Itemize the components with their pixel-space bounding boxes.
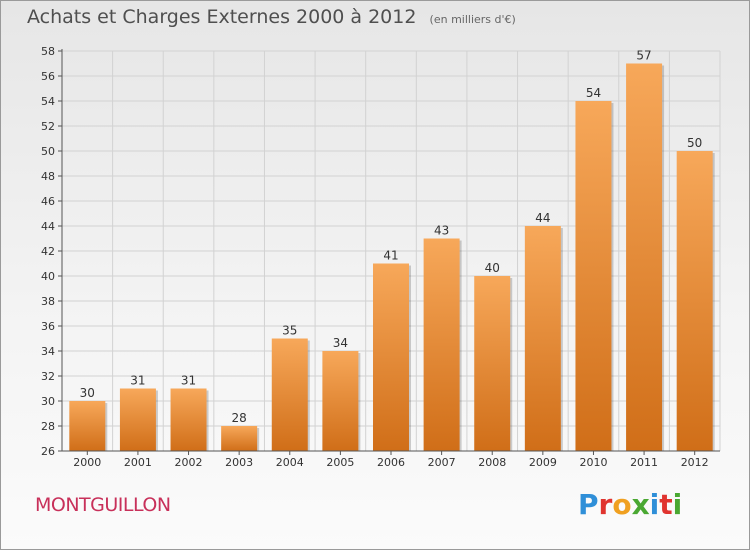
x-tick-label: 2003 <box>225 456 253 469</box>
bar-value-label: 41 <box>383 249 398 263</box>
y-tick-label: 40 <box>41 270 55 283</box>
x-tick-label: 2000 <box>73 456 101 469</box>
bar <box>474 276 511 451</box>
bar <box>170 388 207 451</box>
logo-letter: x <box>631 488 650 521</box>
bar-value-label: 31 <box>130 374 145 388</box>
bars: 30 31 31 28 35 34 41 43 40 44 54 57 50 <box>69 49 715 451</box>
proxiti-logo: Proxiti <box>578 488 682 521</box>
bar <box>626 63 663 451</box>
x-tick-label: 2008 <box>478 456 506 469</box>
bar-value-label: 54 <box>586 86 601 100</box>
x-tick-label: 2005 <box>326 456 354 469</box>
logo-letter: r <box>598 488 613 521</box>
chart-subtitle: (en milliers d'€) <box>429 13 516 26</box>
commune-name: MONTGUILLON <box>35 494 171 516</box>
bar-value-label: 40 <box>485 261 500 275</box>
logo-letter: i <box>672 488 683 521</box>
x-tick-label: 2002 <box>175 456 203 469</box>
bar <box>271 338 308 451</box>
bar-value-label: 43 <box>434 224 449 238</box>
bar-value-label: 57 <box>636 49 651 63</box>
x-tick-label: 2007 <box>428 456 456 469</box>
x-tick-label: 2009 <box>529 456 557 469</box>
bar <box>119 388 156 451</box>
bar <box>69 401 106 451</box>
bar <box>524 226 561 451</box>
y-tick-label: 56 <box>41 70 55 83</box>
y-tick-label: 52 <box>41 120 55 133</box>
y-tick-label: 34 <box>41 345 55 358</box>
axes: 26 28 30 32 34 36 38 40 42 44 46 48 50 52 54 56 58 2000 20… <box>41 45 720 469</box>
y-tick-label: 58 <box>41 45 55 58</box>
y-tick-label: 44 <box>41 220 55 233</box>
y-tick-label: 32 <box>41 370 55 383</box>
title-row: Achats et Charges Externes 2000 à 2012 (… <box>27 6 516 28</box>
bar <box>575 101 612 451</box>
logo-letter: t <box>659 488 673 521</box>
x-tick-label: 2006 <box>377 456 405 469</box>
x-tick-label: 2012 <box>681 456 709 469</box>
x-tick-label: 2011 <box>630 456 658 469</box>
y-tick-label: 48 <box>41 170 55 183</box>
bar <box>423 238 460 451</box>
bar-value-label: 34 <box>333 336 348 350</box>
bar-value-label: 50 <box>687 136 702 150</box>
y-tick-label: 30 <box>41 395 55 408</box>
logo-letter: i <box>649 488 660 521</box>
bar <box>322 351 359 451</box>
bar <box>373 263 409 451</box>
x-tick-label: 2004 <box>276 456 304 469</box>
y-tick-label: 50 <box>41 145 55 158</box>
y-tick-label: 42 <box>41 245 55 258</box>
bar <box>221 426 258 451</box>
y-tick-label: 38 <box>41 295 55 308</box>
logo-letter: P <box>578 488 599 521</box>
x-tick-label: 2001 <box>124 456 152 469</box>
bar-value-label: 28 <box>232 411 247 425</box>
y-tick-label: 36 <box>41 320 55 333</box>
x-tick-label: 2010 <box>579 456 607 469</box>
chart-title: Achats et Charges Externes 2000 à 2012 <box>27 6 417 28</box>
bar-value-label: 35 <box>282 324 297 338</box>
y-tick-label: 26 <box>41 445 55 458</box>
y-tick-label: 54 <box>41 95 55 108</box>
y-tick-label: 28 <box>41 420 55 433</box>
bar <box>676 151 713 451</box>
logo-letter: o <box>612 488 632 521</box>
bar-value-label: 30 <box>80 386 95 400</box>
y-tick-label: 46 <box>41 195 55 208</box>
bar-value-label: 44 <box>535 211 550 225</box>
bar-value-label: 31 <box>181 374 196 388</box>
